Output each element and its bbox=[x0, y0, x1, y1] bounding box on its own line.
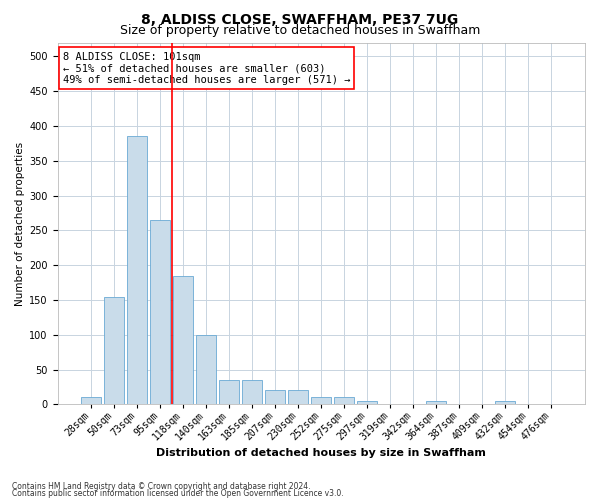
Bar bbox=[427, 401, 446, 404]
Bar bbox=[496, 401, 515, 404]
Bar bbox=[334, 398, 354, 404]
Text: Contains public sector information licensed under the Open Government Licence v3: Contains public sector information licen… bbox=[12, 488, 344, 498]
Text: 8 ALDISS CLOSE: 101sqm
← 51% of detached houses are smaller (603)
49% of semi-de: 8 ALDISS CLOSE: 101sqm ← 51% of detached… bbox=[63, 52, 350, 84]
Text: Size of property relative to detached houses in Swaffham: Size of property relative to detached ho… bbox=[120, 24, 480, 37]
Bar bbox=[82, 398, 101, 404]
Y-axis label: Number of detached properties: Number of detached properties bbox=[15, 142, 25, 306]
Bar bbox=[242, 380, 262, 404]
Bar bbox=[265, 390, 285, 404]
Bar bbox=[196, 335, 216, 404]
Bar bbox=[311, 398, 331, 404]
Bar bbox=[127, 136, 147, 404]
X-axis label: Distribution of detached houses by size in Swaffham: Distribution of detached houses by size … bbox=[157, 448, 486, 458]
Bar bbox=[289, 390, 308, 404]
Bar bbox=[173, 276, 193, 404]
Bar bbox=[358, 401, 377, 404]
Bar bbox=[104, 296, 124, 405]
Bar bbox=[151, 220, 170, 404]
Text: Contains HM Land Registry data © Crown copyright and database right 2024.: Contains HM Land Registry data © Crown c… bbox=[12, 482, 311, 491]
Bar bbox=[220, 380, 239, 404]
Text: 8, ALDISS CLOSE, SWAFFHAM, PE37 7UG: 8, ALDISS CLOSE, SWAFFHAM, PE37 7UG bbox=[142, 12, 458, 26]
